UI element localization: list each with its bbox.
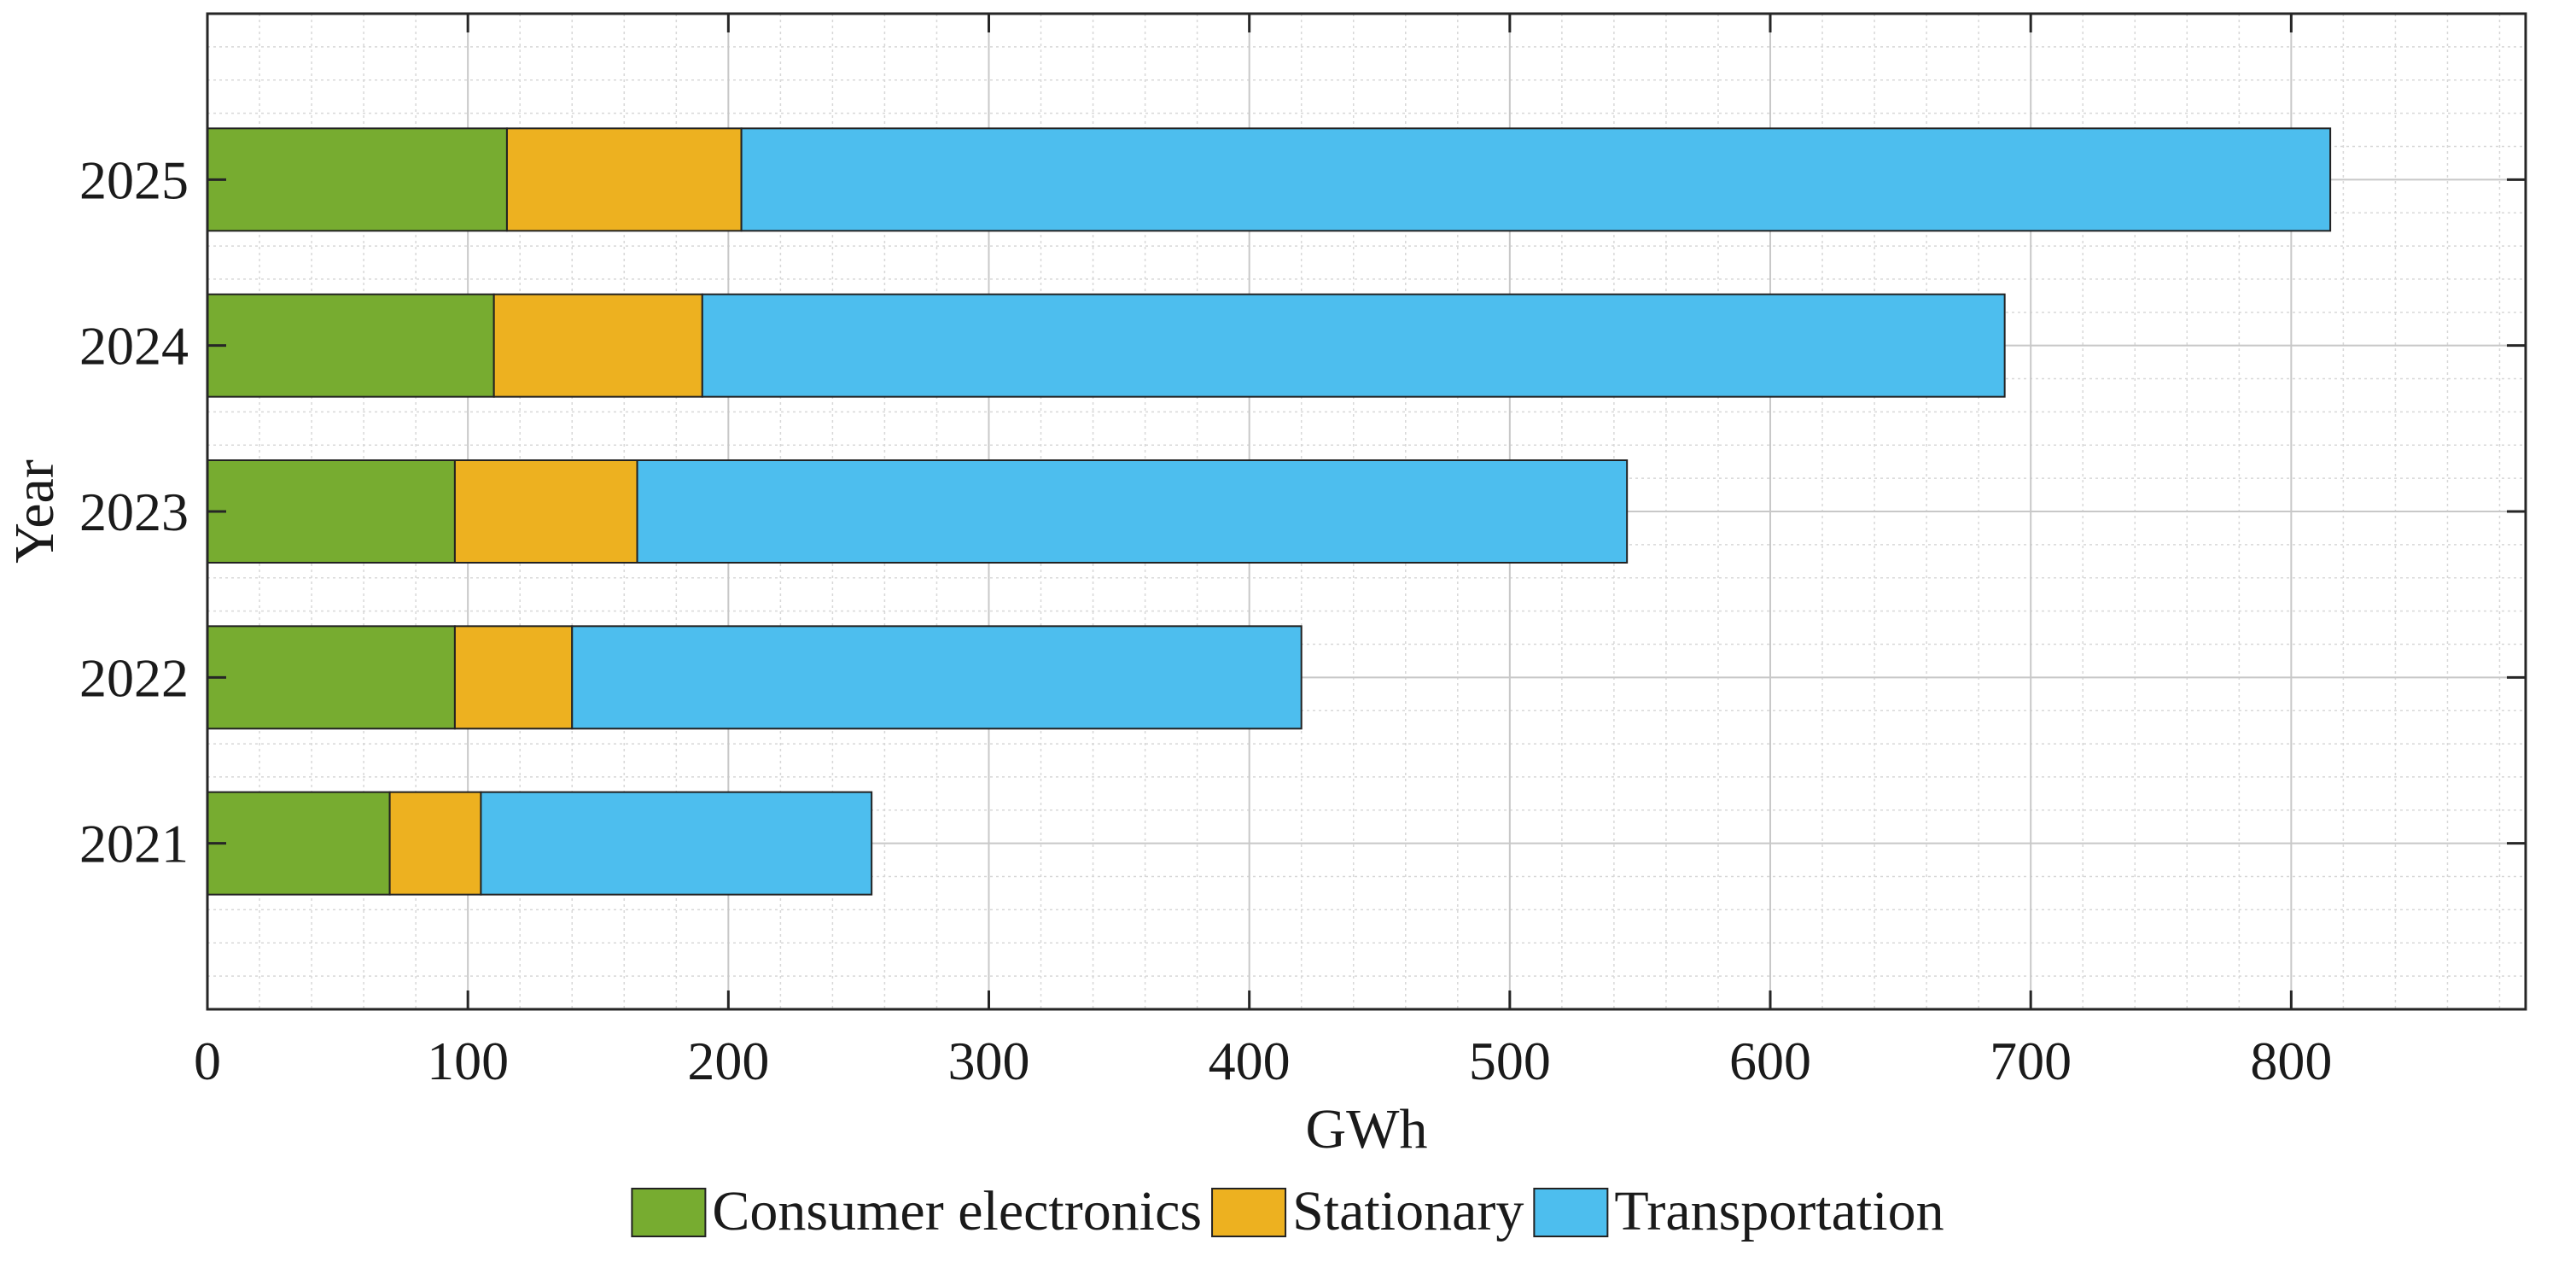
bar-transportation-2025 bbox=[740, 127, 2332, 232]
tick-labels-group: 0 100 200 300 400 500 600 700 800 2021 2022 2023 202… bbox=[79, 149, 2332, 1091]
bar-stationary-2021 bbox=[388, 791, 482, 896]
y-tick-label: 2024 bbox=[79, 316, 189, 377]
legend-swatch bbox=[631, 1188, 707, 1237]
x-axis-title: GWh bbox=[1306, 1098, 1428, 1160]
bars-group bbox=[207, 127, 2332, 896]
bar-consumer-electronics-2022 bbox=[207, 625, 456, 730]
x-tick-label: 700 bbox=[1990, 1031, 2072, 1091]
bar-consumer-electronics-2021 bbox=[207, 791, 391, 896]
x-tick-label: 400 bbox=[1209, 1031, 1291, 1091]
bar-consumer-electronics-2023 bbox=[207, 459, 456, 564]
legend-item-transportation: Transportation bbox=[1533, 1180, 1944, 1242]
x-tick-label: 500 bbox=[1469, 1031, 1551, 1091]
x-tick-label: 0 bbox=[194, 1031, 221, 1091]
y-tick-label: 2025 bbox=[79, 149, 189, 210]
legend-label: Stationary bbox=[1292, 1180, 1524, 1242]
ticks-group bbox=[206, 14, 2526, 1009]
x-tick-label: 300 bbox=[948, 1031, 1030, 1091]
bar-transportation-2024 bbox=[701, 293, 2006, 398]
legend-swatch bbox=[1533, 1188, 1609, 1237]
bar-transportation-2023 bbox=[636, 459, 1629, 564]
x-tick-label: 800 bbox=[2250, 1031, 2332, 1091]
legend-item-stationary: Stationary bbox=[1211, 1180, 1524, 1242]
x-tick-label: 100 bbox=[427, 1031, 509, 1091]
y-axis-title: Year bbox=[3, 459, 66, 564]
legend-item-consumer-electronics: Consumer electronics bbox=[631, 1180, 1202, 1242]
bar-stationary-2023 bbox=[453, 459, 638, 564]
x-tick-label: 600 bbox=[1729, 1031, 1811, 1091]
bar-consumer-electronics-2024 bbox=[207, 293, 495, 398]
y-tick-label: 2023 bbox=[79, 482, 189, 542]
legend-swatch bbox=[1211, 1188, 1287, 1237]
bar-transportation-2022 bbox=[571, 625, 1303, 730]
x-tick-label: 200 bbox=[687, 1031, 769, 1091]
y-tick-label: 2021 bbox=[79, 814, 189, 874]
bar-stationary-2022 bbox=[453, 625, 574, 730]
bar-consumer-electronics-2025 bbox=[207, 127, 508, 232]
legend-label: Consumer electronics bbox=[712, 1180, 1202, 1242]
legend-label: Transportation bbox=[1614, 1180, 1944, 1242]
bar-stationary-2024 bbox=[492, 293, 703, 398]
bar-stationary-2025 bbox=[505, 127, 743, 232]
bar-transportation-2021 bbox=[480, 791, 873, 896]
y-tick-label: 2022 bbox=[79, 647, 189, 708]
legend: Consumer electronics Stationary Transporta… bbox=[631, 1180, 1944, 1242]
